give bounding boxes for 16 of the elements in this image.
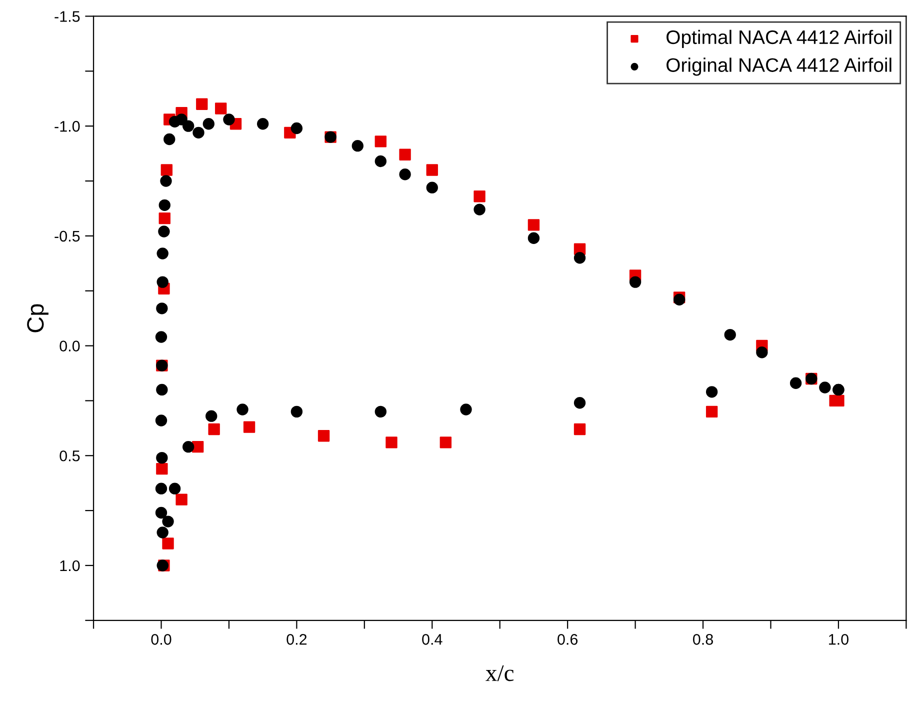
legend-label: Original NACA 4412 Airfoil bbox=[666, 58, 892, 76]
x-tick-label: 0.6 bbox=[558, 634, 578, 645]
y-tick-label: -1.5 bbox=[54, 11, 80, 22]
x-tick-label: 0.8 bbox=[693, 634, 713, 645]
x-axis-title: x/c bbox=[486, 665, 514, 682]
y-tick-label: 0.5 bbox=[60, 450, 80, 462]
x-tick-label: 1.0 bbox=[829, 634, 848, 645]
y-tick-label: -0.5 bbox=[54, 230, 80, 242]
y-tick-label: -1.0 bbox=[54, 120, 80, 132]
y-tick-label: 0.0 bbox=[60, 340, 80, 352]
y-axis-title: Cp bbox=[27, 304, 48, 332]
x-tick-label: 0.4 bbox=[422, 634, 442, 645]
x-tick-label: 0.2 bbox=[286, 634, 307, 645]
legend-label: Optimal NACA 4412 Airfoil bbox=[666, 30, 892, 48]
x-tick-label: 0.0 bbox=[151, 634, 172, 645]
y-tick-label: 1.0 bbox=[60, 560, 80, 572]
